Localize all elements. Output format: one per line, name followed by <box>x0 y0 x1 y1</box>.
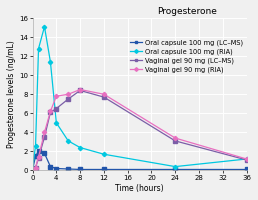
Vaginal gel 90 mg (RIA) <box>49 110 52 113</box>
Oral capsule 100 mg (RIA) <box>174 165 177 168</box>
Legend: Oral capsule 100 mg (LC–MS), Oral capsule 100 mg (RIA), Vaginal gel 90 mg (LC–MS: Oral capsule 100 mg (LC–MS), Oral capsul… <box>131 40 243 73</box>
Vaginal gel 90 mg (LC–MS) <box>55 107 58 110</box>
Oral capsule 100 mg (LC–MS) <box>55 167 58 170</box>
Vaginal gel 90 mg (RIA) <box>79 88 82 91</box>
Oral capsule 100 mg (RIA) <box>43 25 46 28</box>
Oral capsule 100 mg (RIA) <box>37 47 40 50</box>
Vaginal gel 90 mg (RIA) <box>174 137 177 139</box>
Vaginal gel 90 mg (LC–MS) <box>245 159 248 161</box>
Oral capsule 100 mg (LC–MS) <box>79 168 82 171</box>
Vaginal gel 90 mg (LC–MS) <box>79 89 82 92</box>
Vaginal gel 90 mg (LC–MS) <box>43 136 46 138</box>
Oral capsule 100 mg (RIA) <box>245 158 248 160</box>
Oral capsule 100 mg (LC–MS) <box>174 168 177 171</box>
Vaginal gel 90 mg (LC–MS) <box>102 96 106 98</box>
Vaginal gel 90 mg (RIA) <box>67 93 70 95</box>
Oral capsule 100 mg (LC–MS) <box>34 155 37 157</box>
Vaginal gel 90 mg (LC–MS) <box>34 166 37 169</box>
Line: Vaginal gel 90 mg (RIA): Vaginal gel 90 mg (RIA) <box>31 88 248 171</box>
Vaginal gel 90 mg (RIA) <box>37 156 40 158</box>
Y-axis label: Progesterone levels (ng/mL): Progesterone levels (ng/mL) <box>7 40 16 148</box>
Oral capsule 100 mg (RIA) <box>102 153 106 155</box>
Oral capsule 100 mg (LC–MS) <box>37 150 40 153</box>
Vaginal gel 90 mg (LC–MS) <box>37 157 40 159</box>
Oral capsule 100 mg (LC–MS) <box>31 168 34 171</box>
Oral capsule 100 mg (LC–MS) <box>49 165 52 168</box>
Line: Vaginal gel 90 mg (LC–MS): Vaginal gel 90 mg (LC–MS) <box>31 89 248 171</box>
Vaginal gel 90 mg (RIA) <box>31 168 34 171</box>
Vaginal gel 90 mg (RIA) <box>55 95 58 97</box>
Vaginal gel 90 mg (LC–MS) <box>49 111 52 114</box>
Oral capsule 100 mg (LC–MS) <box>102 168 106 171</box>
X-axis label: Time (hours): Time (hours) <box>115 184 164 193</box>
Vaginal gel 90 mg (RIA) <box>43 131 46 134</box>
Oral capsule 100 mg (LC–MS) <box>245 168 248 171</box>
Oral capsule 100 mg (LC–MS) <box>43 152 46 154</box>
Line: Oral capsule 100 mg (LC–MS): Oral capsule 100 mg (LC–MS) <box>31 150 248 171</box>
Vaginal gel 90 mg (RIA) <box>102 93 106 95</box>
Oral capsule 100 mg (RIA) <box>49 61 52 63</box>
Oral capsule 100 mg (RIA) <box>34 144 37 147</box>
Vaginal gel 90 mg (LC–MS) <box>174 140 177 142</box>
Oral capsule 100 mg (RIA) <box>55 122 58 124</box>
Oral capsule 100 mg (RIA) <box>67 140 70 142</box>
Vaginal gel 90 mg (RIA) <box>245 158 248 160</box>
Oral capsule 100 mg (RIA) <box>31 167 34 170</box>
Line: Oral capsule 100 mg (RIA): Oral capsule 100 mg (RIA) <box>31 25 248 170</box>
Vaginal gel 90 mg (LC–MS) <box>31 168 34 171</box>
Vaginal gel 90 mg (LC–MS) <box>67 98 70 100</box>
Vaginal gel 90 mg (RIA) <box>34 166 37 169</box>
Oral capsule 100 mg (RIA) <box>79 146 82 149</box>
Title: Progesterone: Progesterone <box>157 7 216 16</box>
Oral capsule 100 mg (LC–MS) <box>67 168 70 170</box>
